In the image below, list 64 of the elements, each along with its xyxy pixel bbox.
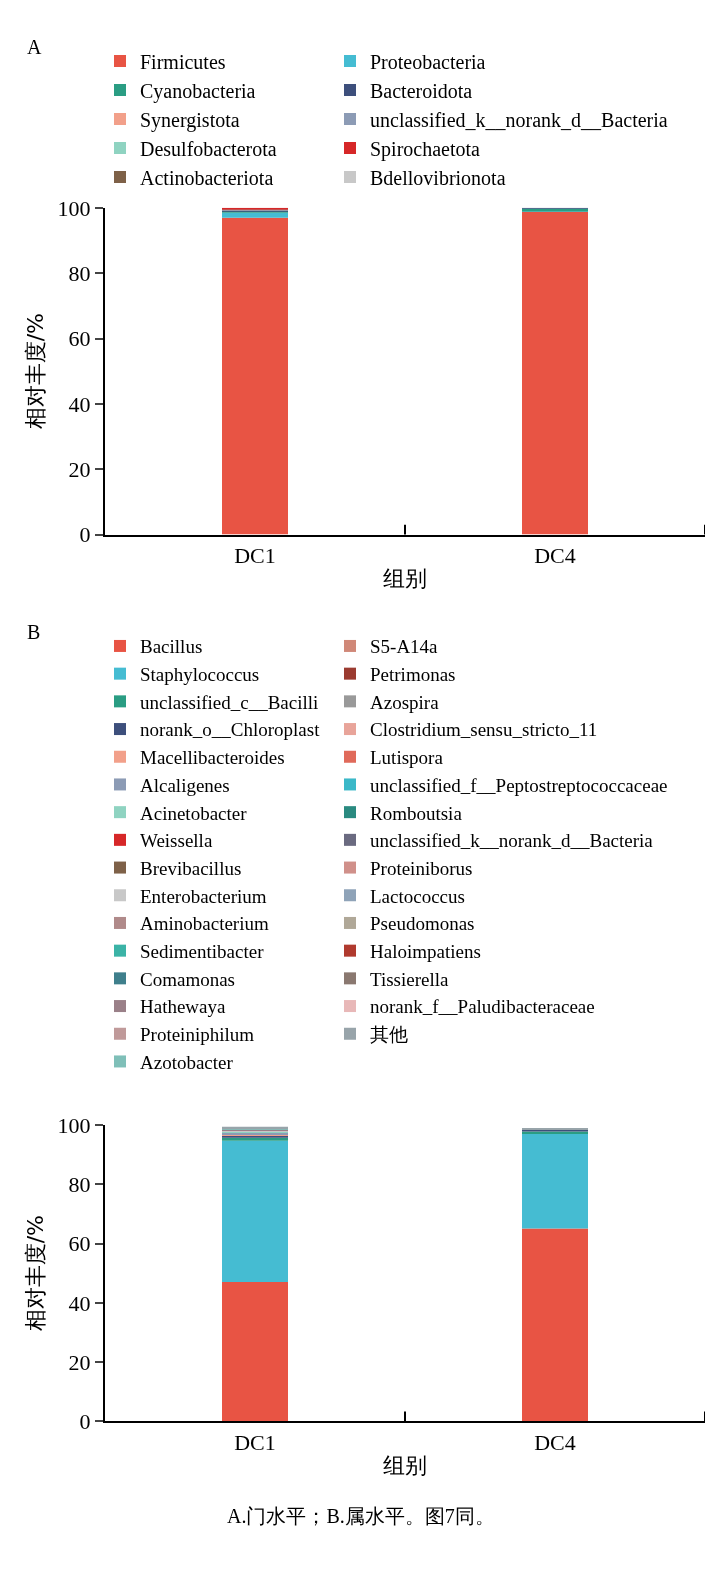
legend-label: Petrimonas: [370, 664, 456, 686]
y-tick-label: 20: [68, 456, 91, 482]
legend-label: Proteiniborus: [370, 857, 473, 879]
legend-label: Haloimpatiens: [370, 941, 481, 963]
legend-label: Alcaligenes: [140, 774, 230, 796]
legend-label: Bacteroidota: [370, 79, 473, 102]
legend-label: unclassified_k__norank_d__Bacteria: [370, 108, 668, 131]
y-tick-label: 40: [68, 1290, 91, 1316]
legend-label: Firmicutes: [140, 50, 226, 73]
legend-label: Enterobacterium: [140, 885, 267, 907]
legend-label: Clostridium_sensu_stricto_11: [370, 719, 598, 741]
legend-label: Acinetobacter: [140, 802, 248, 824]
legend-label: Actinobacteriota: [140, 166, 274, 189]
legend-label: norank_o__Chloroplast: [140, 719, 321, 741]
legend-label: Synergistota: [140, 108, 240, 132]
legend-label: Aminobacterium: [140, 913, 269, 935]
x-tick-label: DC4: [534, 542, 576, 568]
legend-label: Proteobacteria: [370, 50, 486, 73]
legend-label: Bdellovibrionota: [370, 166, 506, 189]
legend-label: Azotobacter: [140, 1051, 234, 1073]
y-tick-label: 60: [68, 326, 91, 352]
y-tick-label: 0: [79, 522, 91, 548]
y-tick-label: 0: [79, 1409, 91, 1435]
y-tick-label: 40: [68, 391, 91, 417]
legend-label: Pseudomonas: [370, 913, 475, 935]
legend-label: norank_f__Paludibacteraceae: [370, 996, 595, 1018]
legend-label: Azospira: [370, 691, 440, 713]
legend-label: Spirochaetota: [370, 137, 481, 161]
legend-label: Desulfobacterota: [140, 137, 277, 160]
legend-label: Lutispora: [370, 747, 444, 769]
x-axis-title: 组别: [383, 1453, 427, 1479]
y-tick-label: 60: [68, 1231, 91, 1257]
legend-label: Romboutsia: [370, 802, 463, 824]
legend-label: Staphylococcus: [140, 664, 260, 686]
x-axis-title: 组别: [383, 566, 427, 592]
legend-label: unclassified_k__norank_d__Bacteria: [370, 830, 654, 852]
legend-label: unclassified_f__Peptostreptococcaceae: [370, 774, 668, 796]
y-axis-title: 相对丰度/%: [22, 1215, 48, 1332]
legend-label: Bacillus: [140, 636, 203, 658]
legend-label: Hathewaya: [140, 996, 227, 1018]
text: A.门水平；B.属水平。图7同。: [227, 1505, 495, 1527]
y-tick-label: 80: [68, 1172, 91, 1198]
y-axis-title: 相对丰度/%: [22, 313, 48, 430]
legend-label: Lactococcus: [370, 885, 465, 907]
legend-label: Cyanobacteria: [140, 79, 256, 103]
legend-label: Tissierella: [370, 968, 450, 990]
y-tick-label: 80: [68, 260, 91, 286]
x-tick-label: DC4: [534, 1429, 576, 1455]
y-tick-label: 100: [57, 195, 91, 221]
legend-label: S5-A14a: [370, 636, 439, 658]
y-tick-label: 20: [68, 1349, 91, 1375]
legend-label: Weissella: [140, 830, 213, 852]
legend-label: Proteiniphilum: [140, 1024, 255, 1046]
chart-title: B: [27, 621, 41, 643]
legend-label: Sedimentibacter: [140, 941, 265, 963]
x-tick-label: DC1: [234, 542, 276, 568]
legend-label: 其他: [370, 1024, 408, 1046]
x-tick-label: DC1: [234, 1429, 276, 1455]
legend-label: Comamonas: [140, 968, 235, 990]
legend-label: Brevibacillus: [140, 857, 242, 879]
legend-label: Macellibacteroides: [140, 747, 285, 769]
chart-title: A: [27, 36, 42, 58]
y-tick-label: 100: [57, 1112, 91, 1138]
legend-label: unclassified_c__Bacilli: [140, 691, 319, 713]
